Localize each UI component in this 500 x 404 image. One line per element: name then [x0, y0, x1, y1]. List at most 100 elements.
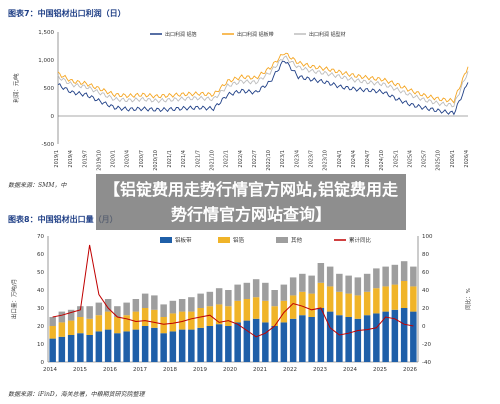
y-tick-label: 30	[37, 306, 44, 312]
bar-segment	[206, 291, 214, 307]
x-tick-label: 2020/7	[139, 150, 145, 168]
x-tick-label: 2026	[403, 367, 417, 373]
x-tick-label: 2025/4	[407, 150, 413, 168]
x-tick-label: 2021/7	[195, 150, 201, 168]
bar-segment	[215, 304, 223, 325]
bar-segment	[197, 308, 204, 328]
bar-segment	[178, 299, 186, 312]
bar-segment	[132, 311, 140, 330]
bar-segment	[345, 293, 352, 317]
x-tick-label: 2018	[163, 367, 177, 373]
legend-swatch	[160, 237, 172, 243]
bar-segment	[373, 313, 380, 362]
y-tick-label: 40	[37, 288, 44, 294]
bar-segment	[169, 300, 177, 314]
chart1-title: 图表7：中国铝材出口利润（日）	[8, 9, 126, 18]
bar-segment	[206, 306, 214, 326]
chart2-legend: 铝板带 铝箔 其他 累计同比	[160, 236, 372, 244]
bar-segment	[289, 277, 297, 296]
series-line	[57, 52, 469, 104]
x-tick-label: 2023/1	[280, 150, 286, 168]
chart2-bars	[49, 261, 417, 362]
x-tick-label: 2020/1	[111, 150, 117, 168]
bar-segment	[86, 335, 93, 362]
bar-segment	[197, 327, 204, 362]
bar-segment	[169, 313, 177, 332]
bar-segment	[160, 333, 167, 362]
bar-segment	[252, 279, 260, 298]
bar-segment	[114, 306, 121, 317]
bar-segment	[234, 300, 241, 323]
x-tick-label: 2022/7	[252, 150, 258, 168]
bar-segment	[215, 324, 223, 362]
bar-segment	[271, 290, 278, 307]
x-tick-label: 2019	[193, 367, 207, 373]
x-tick-label: 2022	[283, 367, 297, 373]
bar-segment	[289, 295, 297, 319]
y-right-tick-label: -20	[422, 342, 431, 348]
legend-label: 出口利润 铝型材	[309, 31, 346, 38]
chart1-svg: 1,500 1,000 500 0 -500 利润：元/吨 2019/1 2019/4 2019…	[12, 30, 470, 171]
bar-segment	[336, 315, 343, 362]
y-axis-label: 利润：元/吨	[12, 73, 20, 103]
bar-segment	[86, 318, 93, 335]
chart2-line	[52, 244, 414, 338]
bar-segment	[188, 329, 195, 362]
bar-segment	[410, 311, 417, 362]
bar-segment	[114, 333, 121, 362]
bar-segment	[104, 299, 112, 312]
bar-segment	[77, 317, 84, 334]
bar-segment	[141, 326, 149, 362]
x-tick-label: 2019/7	[82, 150, 88, 168]
bar-segment	[363, 291, 371, 316]
bar-segment	[49, 338, 56, 362]
y-axis-label: 出口量：万吨/月	[10, 279, 18, 319]
bar-segment	[252, 297, 260, 319]
y-tick-label: 20	[37, 324, 44, 330]
y-right-tick-label: 40	[422, 288, 429, 294]
y-right-tick-label: 0	[422, 324, 426, 330]
chart2-source: 数据来源：iFinD，海关总署，中粮期货研究院整理	[8, 391, 145, 398]
bar-segment	[67, 320, 75, 335]
bar-segment	[169, 331, 177, 362]
bar-segment	[391, 309, 399, 362]
bar-segment	[77, 333, 84, 362]
bar-segment	[326, 286, 334, 312]
x-tick-label: 2019/4	[68, 150, 74, 168]
bar-segment	[86, 306, 93, 319]
bar-segment	[354, 318, 362, 362]
bar-segment	[225, 290, 232, 307]
x-tick-label: 2021	[253, 367, 267, 373]
x-tick-label: 2021/4	[181, 150, 187, 168]
bar-segment	[326, 311, 334, 362]
legend-label: 累计同比	[349, 236, 372, 244]
bar-segment	[141, 308, 149, 326]
bar-segment	[280, 300, 288, 323]
bar-segment	[243, 320, 251, 362]
bar-segment	[317, 282, 325, 308]
x-tick-label: 2024	[343, 367, 357, 373]
y-tick-label: 1,500	[38, 30, 54, 36]
y-right-tick-label: 60	[422, 270, 429, 276]
bar-segment	[160, 317, 167, 334]
x-tick-label: 2026/1	[450, 150, 456, 168]
x-tick-label: 2025	[373, 367, 387, 373]
y-tick-label: -500	[42, 142, 55, 148]
chart1-axes: 1,500 1,000 500 0 -500 利润：元/吨 2019/1 2019/4 2019…	[12, 30, 470, 171]
bar-segment	[289, 318, 297, 362]
bar-segment	[58, 311, 66, 323]
x-tick-label: 2014	[43, 367, 57, 373]
x-tick-label: 2022/1	[224, 150, 230, 168]
bar-segment	[104, 329, 112, 362]
bar-segment	[317, 308, 325, 362]
legend-label: 铝板带	[175, 236, 192, 244]
bar-segment	[252, 318, 260, 362]
bar-segment	[382, 286, 389, 312]
bar-segment	[410, 266, 417, 287]
legend-swatch	[218, 237, 230, 243]
bar-segment	[363, 315, 371, 362]
bar-segment	[58, 336, 66, 362]
x-tick-label: 2022/4	[238, 150, 244, 168]
bar-segment	[104, 311, 112, 330]
bar-segment	[308, 293, 315, 317]
